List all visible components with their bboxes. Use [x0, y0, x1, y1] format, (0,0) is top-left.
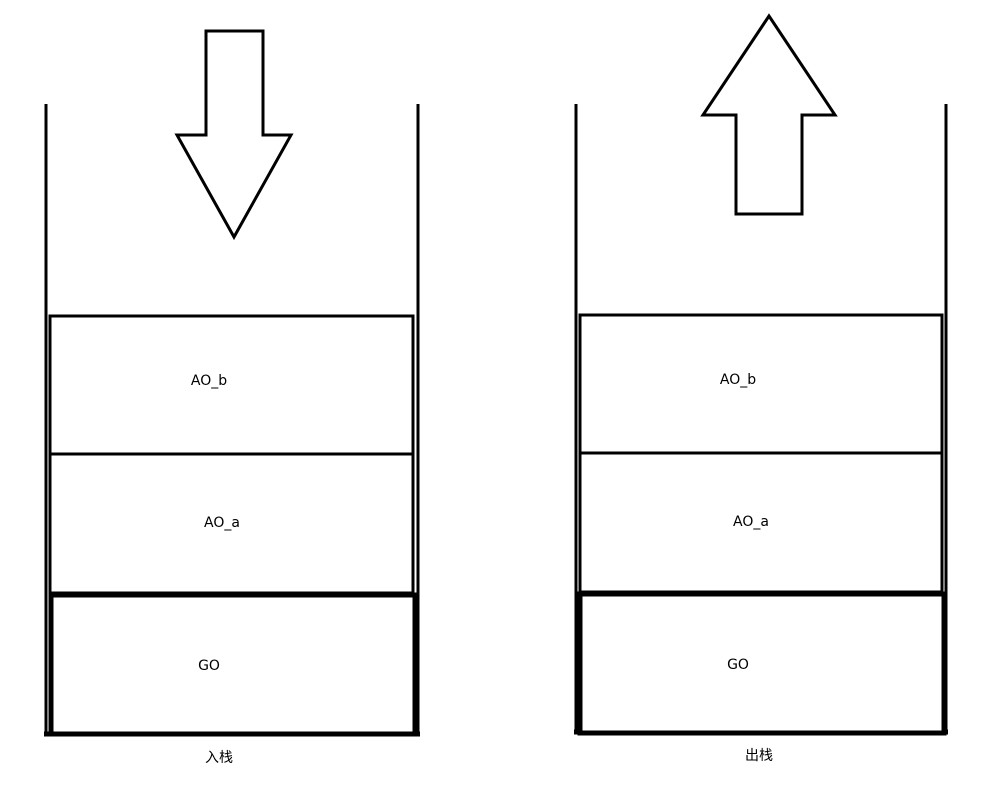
pop-frame-ao-b	[578, 313, 944, 455]
pop-frame-go	[577, 591, 947, 736]
down-arrow-icon	[174, 29, 294, 241]
push-frame-go	[48, 592, 418, 737]
push-stack: AO_b AO_a GO 入栈	[44, 29, 420, 766]
up-arrow-icon	[700, 13, 838, 216]
push-frame-ao-a	[48, 452, 415, 595]
pop-frame-ao-a-label: AO_a	[733, 514, 769, 530]
push-frame-ao-a-label: AO_a	[204, 515, 240, 531]
push-frame-go-label: GO	[198, 658, 220, 674]
push-frame-ao-b	[48, 314, 415, 456]
pop-frame-ao-b-label: AO_b	[720, 372, 756, 388]
push-frame-ao-b-label: AO_b	[191, 373, 227, 389]
pop-frame-go-label: GO	[727, 657, 749, 673]
pop-caption: 出栈	[745, 748, 773, 764]
pop-stack: AO_b AO_a GO 出栈	[574, 13, 948, 764]
pop-frame-ao-a	[578, 451, 944, 594]
push-caption: 入栈	[205, 750, 233, 766]
